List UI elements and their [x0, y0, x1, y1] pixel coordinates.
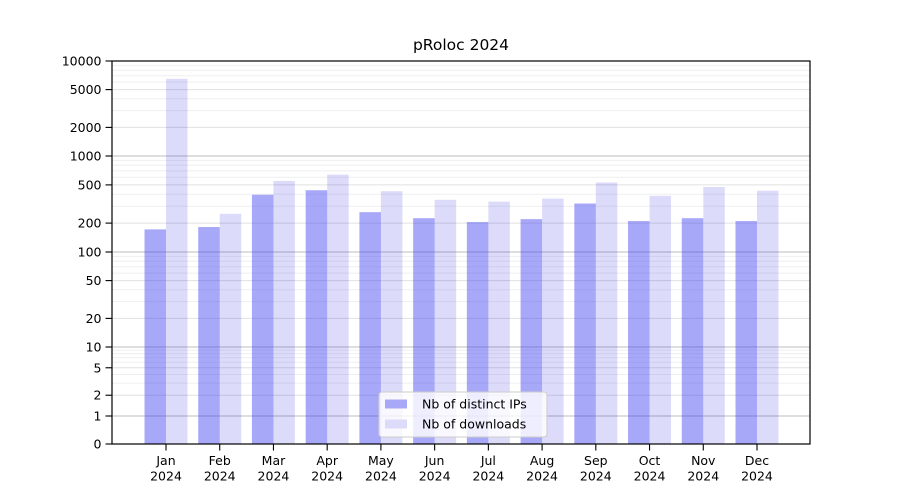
bar-downloads-oct [649, 195, 672, 444]
x-tick-label-year: 2024 [150, 469, 182, 484]
bar-distinct-ips-oct [628, 221, 650, 444]
y-tick-label: 5 [94, 360, 102, 375]
x-tick-label-year: 2024 [634, 469, 666, 484]
bar-downloads-apr [327, 174, 349, 444]
x-tick-label-year: 2024 [741, 469, 773, 484]
bars-layer [144, 78, 779, 445]
y-tick-label: 1 [94, 409, 102, 424]
legend-label-distinct-ips: Nb of distinct IPs [422, 397, 527, 412]
x-tick-label-year: 2024 [580, 469, 612, 484]
bar-downloads-sep [595, 182, 618, 444]
y-tick-label: 2000 [70, 120, 102, 135]
x-tick-label-month: Sep [584, 453, 608, 468]
bar-distinct-ips-mar [251, 194, 274, 444]
bar-downloads-nov [703, 187, 725, 444]
x-tick-label-month: Dec [745, 453, 769, 468]
y-tick-label: 20 [86, 311, 102, 326]
bar-distinct-ips-feb [198, 227, 220, 444]
x-tick-label-month: Nov [691, 453, 716, 468]
gridlines-layer [112, 64, 810, 417]
legend-swatch-distinct-ips [385, 399, 407, 409]
bar-distinct-ips-apr [305, 190, 328, 444]
bar-downloads-may [380, 191, 403, 444]
x-tick-label-year: 2024 [472, 469, 504, 484]
x-tick-label-year: 2024 [258, 469, 290, 484]
y-tick-label: 0 [94, 437, 102, 452]
y-tick-label: 100 [78, 245, 102, 260]
bar-downloads-dec [756, 190, 779, 444]
axes-layer: 012510205010020050010002000500010000Jan2… [62, 54, 811, 484]
bar-distinct-ips-sep [574, 203, 596, 444]
bar-distinct-ips-aug [520, 219, 543, 444]
legend-label-downloads: Nb of downloads [422, 417, 526, 432]
bar-downloads-aug [542, 198, 564, 444]
bar-downloads-jun [434, 199, 457, 444]
legend-swatch-downloads [385, 419, 407, 429]
bar-downloads-jul [488, 201, 510, 444]
x-tick-label-month: Jun [424, 453, 445, 468]
bar-distinct-ips-nov [681, 218, 704, 444]
legend-box [378, 391, 548, 438]
y-tick-label: 200 [78, 216, 102, 231]
y-tick-label: 5000 [70, 82, 102, 97]
x-tick-label-year: 2024 [204, 469, 236, 484]
y-tick-label: 50 [86, 273, 102, 288]
bar-downloads-feb [219, 213, 242, 444]
y-tick-label: 2 [94, 388, 102, 403]
bar-distinct-ips-jan [144, 229, 166, 444]
bar-distinct-ips-dec [735, 221, 757, 444]
x-tick-label-year: 2024 [311, 469, 343, 484]
x-tick-label-month: May [368, 453, 394, 468]
x-tick-label-month: Mar [262, 453, 286, 468]
x-tick-label-year: 2024 [687, 469, 719, 484]
x-tick-label-month: Jan [155, 453, 175, 468]
x-tick-label-month: Oct [639, 453, 661, 468]
bar-downloads-jan [166, 78, 188, 445]
x-tick-label-year: 2024 [365, 469, 397, 484]
x-tick-label-month: Jul [480, 453, 496, 468]
x-tick-label-month: Aug [530, 453, 554, 468]
x-tick-label-year: 2024 [526, 469, 558, 484]
bar-downloads-mar [273, 180, 295, 445]
bar-distinct-ips-jun [413, 218, 435, 444]
y-tick-label: 10000 [62, 54, 102, 69]
x-tick-label-year: 2024 [419, 469, 451, 484]
chart-title: pRoloc 2024 [413, 36, 509, 54]
bar-distinct-ips-jul [466, 222, 489, 444]
x-tick-label-month: Feb [209, 453, 231, 468]
legend: Nb of distinct IPs Nb of downloads [378, 391, 548, 438]
x-tick-label-month: Apr [316, 453, 338, 468]
y-tick-label: 500 [78, 177, 102, 192]
y-tick-label: 10 [86, 340, 102, 355]
bar-distinct-ips-may [359, 212, 381, 444]
y-tick-label: 1000 [70, 149, 102, 164]
